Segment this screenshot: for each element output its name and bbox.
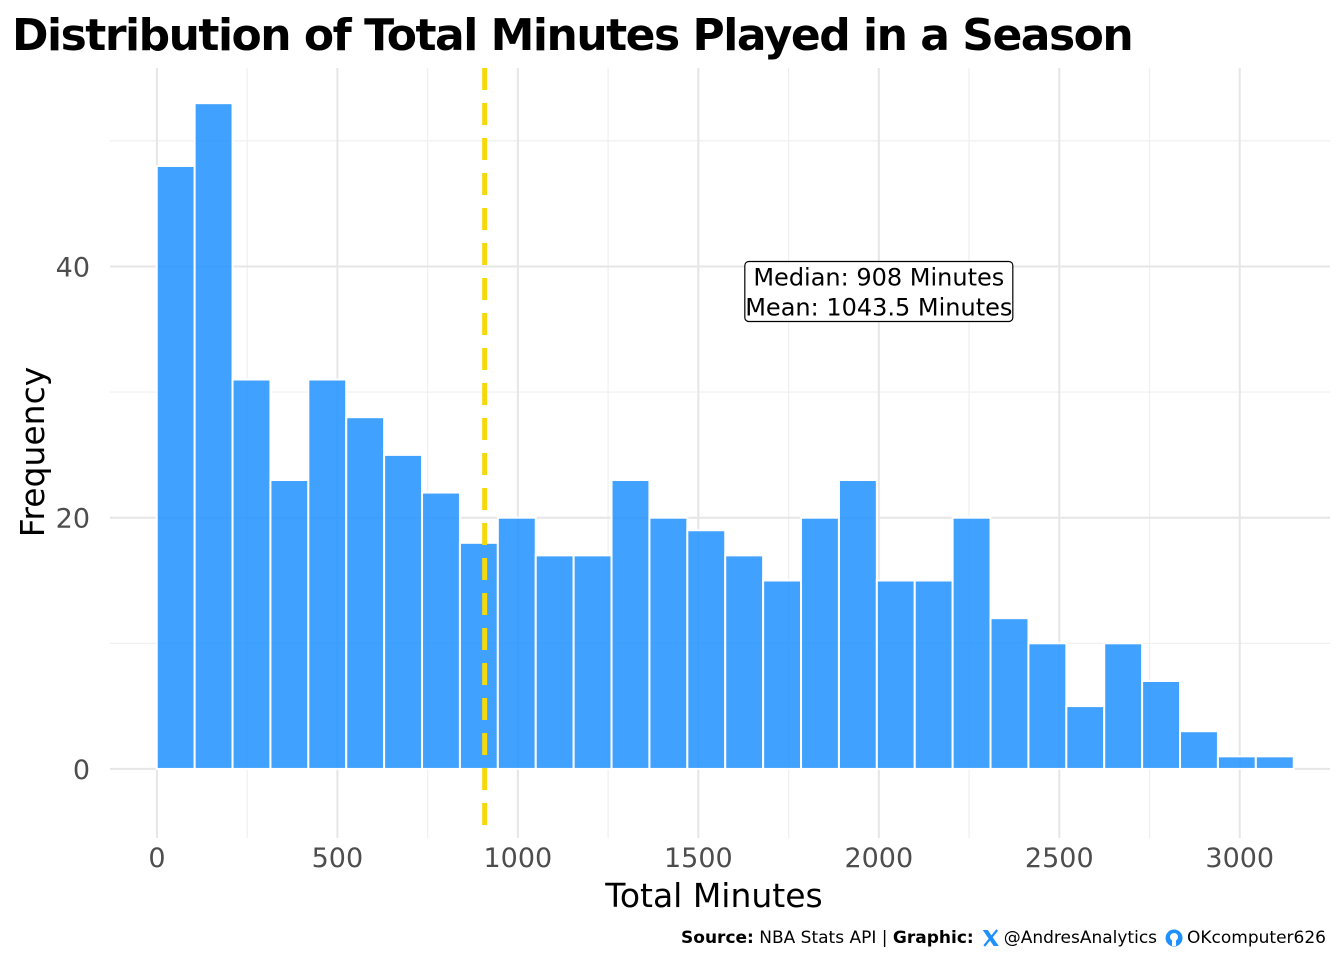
x-axis-title: Total Minutes bbox=[604, 876, 822, 915]
histogram-bar bbox=[1216, 755, 1257, 770]
annotation-line: Median: 908 Minutes bbox=[753, 263, 1004, 291]
histogram-bar bbox=[534, 554, 575, 770]
histogram-bar bbox=[1179, 730, 1219, 770]
caption: Source: NBA Stats API | Graphic: @AndresA… bbox=[681, 928, 1326, 948]
histogram-bar bbox=[1103, 642, 1144, 770]
histogram-bar bbox=[762, 579, 803, 770]
histogram-bar bbox=[383, 453, 424, 770]
chart-title: Distribution of Total Minutes Played in … bbox=[12, 10, 1132, 61]
histogram-bar bbox=[837, 479, 878, 770]
bars bbox=[155, 102, 1295, 770]
histogram-bar bbox=[345, 416, 386, 770]
github-icon bbox=[1165, 929, 1183, 947]
histogram-bar bbox=[231, 378, 272, 770]
histogram-bar bbox=[307, 378, 348, 770]
histogram-bar bbox=[421, 491, 461, 770]
caption-source-value: NBA Stats API | bbox=[754, 928, 893, 948]
histogram-bar bbox=[800, 516, 840, 770]
histogram-bar bbox=[458, 541, 499, 770]
histogram-bar bbox=[989, 617, 1030, 770]
x-tick-label: 2500 bbox=[1025, 843, 1094, 874]
histogram-bar bbox=[1254, 755, 1295, 770]
histogram-bar bbox=[913, 579, 954, 770]
histogram-bar bbox=[610, 479, 651, 770]
histogram-bar bbox=[875, 579, 916, 770]
caption-text: Source: NBA Stats API | Graphic: @AndresA… bbox=[681, 928, 1326, 948]
histogram-bar bbox=[1141, 679, 1182, 770]
histogram-bar bbox=[193, 102, 234, 770]
x-tick-label: 2000 bbox=[844, 843, 913, 874]
y-tick-label: 20 bbox=[56, 504, 90, 535]
x-axis-ticks: 0 500 1000 1500 2000 2500 3000 bbox=[148, 843, 1274, 874]
x-tick-label: 500 bbox=[312, 843, 364, 874]
histogram-bar bbox=[496, 516, 537, 770]
y-tick-label: 40 bbox=[56, 252, 90, 283]
annotation-line: Mean: 1043.5 Minutes bbox=[745, 293, 1012, 321]
histogram-bar bbox=[724, 554, 765, 770]
caption-graphic-label: Graphic: bbox=[893, 928, 974, 948]
histogram-bar bbox=[269, 479, 310, 770]
histogram-bar bbox=[1065, 705, 1106, 770]
x-tick-label: 1500 bbox=[664, 843, 733, 874]
annotation-box bbox=[744, 260, 1014, 323]
twitter-handle: @AndresAnalytics bbox=[1004, 928, 1157, 948]
y-axis-ticks: 0 20 40 bbox=[56, 252, 90, 785]
y-axis-title: Frequency bbox=[13, 367, 52, 537]
x-tick-label: 3000 bbox=[1205, 843, 1274, 874]
x-logo-icon bbox=[982, 929, 999, 947]
histogram-bar bbox=[951, 516, 992, 770]
caption-source-label: Source: bbox=[681, 928, 754, 948]
x-tick-label: 0 bbox=[148, 843, 165, 874]
histogram-bar bbox=[686, 529, 727, 770]
histogram-bar bbox=[1027, 642, 1068, 770]
github-handle: OKcomputer626 bbox=[1187, 928, 1326, 948]
histogram-bar bbox=[572, 554, 613, 770]
y-tick-label: 0 bbox=[73, 755, 90, 786]
x-tick-label: 1000 bbox=[484, 843, 553, 874]
histogram-bar bbox=[648, 516, 689, 770]
histogram-bar bbox=[155, 164, 196, 770]
